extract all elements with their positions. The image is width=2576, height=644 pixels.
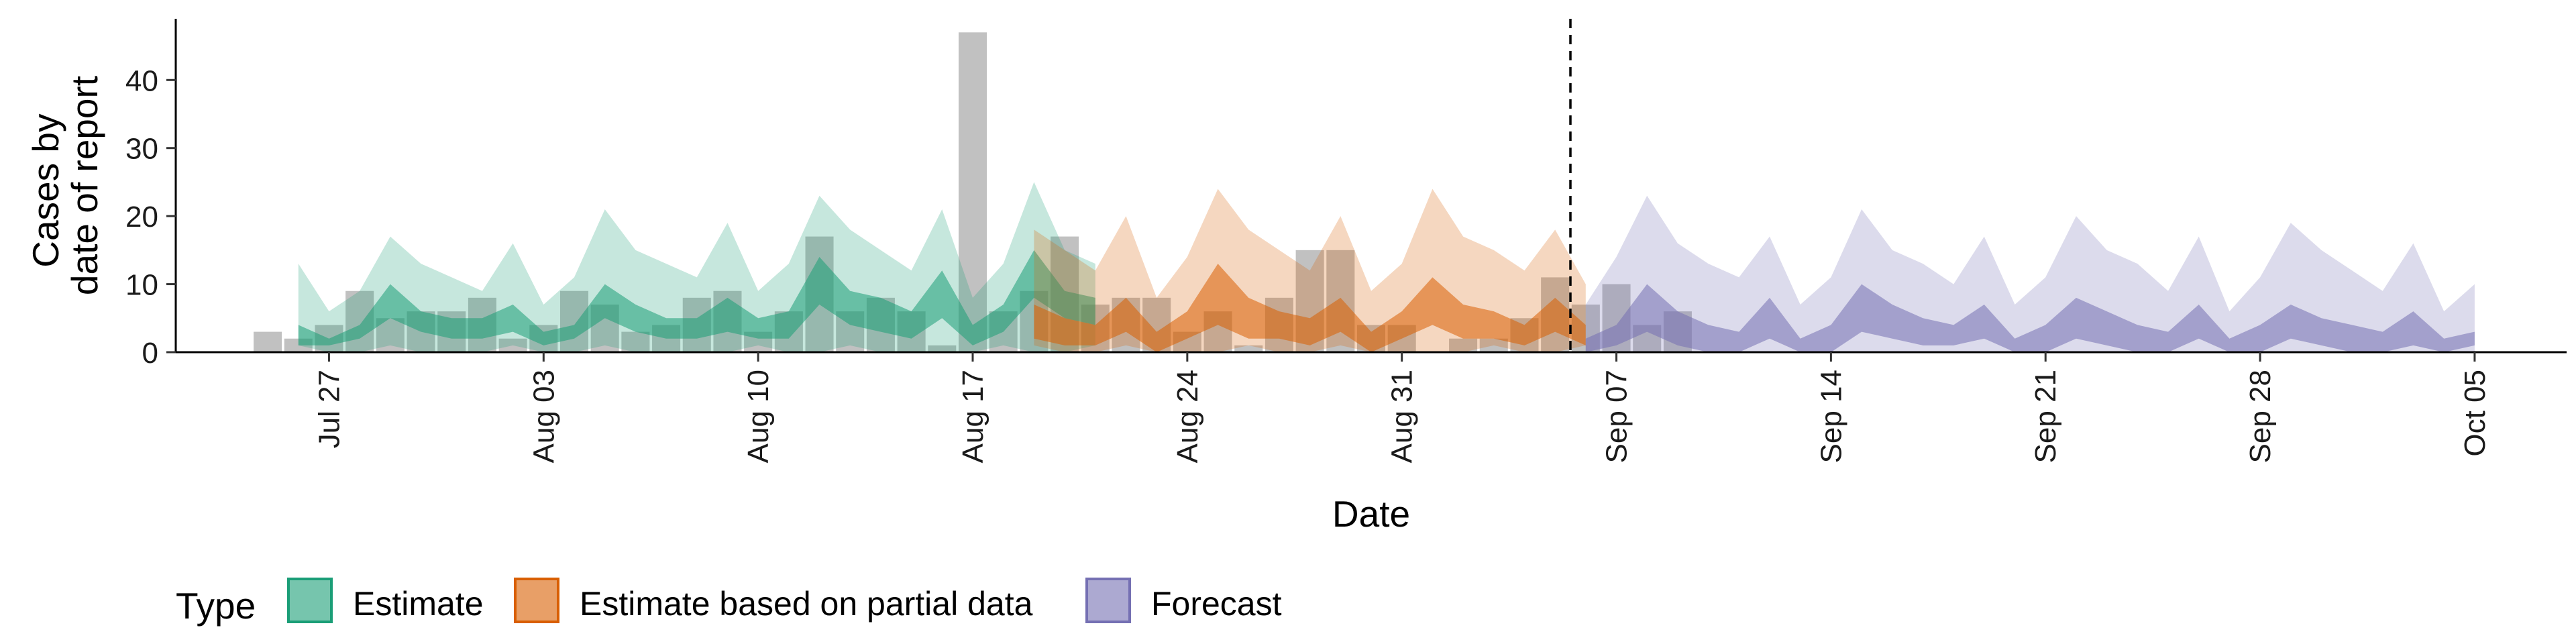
- estimate-based-on-partial-data-50-band: [1034, 264, 1586, 352]
- legend-key-estimate: [287, 578, 333, 623]
- x-tick-label: Jul 27: [313, 370, 345, 448]
- x-tick-label: Aug 17: [957, 370, 989, 463]
- y-tick-label: 10: [125, 269, 158, 302]
- x-tick-label: Aug 10: [742, 370, 775, 463]
- x-axis-title: Date: [1332, 493, 1410, 535]
- x-tick-label: Aug 24: [1171, 370, 1204, 463]
- x-tick-label: Sep 21: [2029, 370, 2062, 463]
- estimate-50-band: [298, 250, 1095, 345]
- reported-cases-bar: [1449, 338, 1478, 352]
- reported-cases-bar: [254, 331, 282, 352]
- estimate-areas: [298, 182, 2475, 352]
- legend-label: Forecast: [1151, 585, 1282, 623]
- x-tick-label: Sep 14: [1815, 370, 1847, 463]
- x-tick-label: Aug 03: [527, 370, 560, 463]
- legend: Type Estimate Estimate based on partial d…: [176, 578, 1282, 627]
- y-tick-label: 0: [142, 337, 158, 370]
- reported-cases-bar: [621, 331, 650, 352]
- reported-cases-bar: [958, 32, 987, 353]
- y-axis-ticks: 0 10 20 30 40: [125, 64, 176, 370]
- reported-cases-bar: [1479, 338, 1508, 352]
- x-tick-label: Sep 07: [1601, 370, 1633, 463]
- reported-cases-bar: [928, 345, 957, 352]
- y-tick-label: 30: [125, 133, 158, 166]
- y-axis-title-line-1: Cases by: [25, 113, 66, 268]
- y-tick-label: 20: [125, 201, 158, 233]
- legend-label: Estimate: [353, 585, 484, 623]
- forecast-90-band: [1585, 195, 2475, 352]
- x-tick-label: Aug 31: [1386, 370, 1419, 463]
- y-tick-label: 40: [125, 64, 158, 97]
- x-tick-label: Sep 28: [2244, 370, 2277, 463]
- forecast-50-band: [1585, 284, 2475, 352]
- legend-title: Type: [176, 585, 256, 627]
- y-axis-title: Cases by date of report: [25, 76, 105, 295]
- legend-label: Estimate based on partial data: [580, 585, 1033, 623]
- reported-cases-bar: [498, 338, 527, 352]
- x-axis-ticks: Jul 27 Aug 03 Aug 10 Aug 17 Aug 24 Aug 31 Sep …: [313, 352, 2491, 463]
- legend-key-partial: [514, 578, 559, 623]
- reported-cases-bar: [1234, 345, 1263, 352]
- x-tick-label: Oct 05: [2459, 370, 2491, 457]
- legend-key-forecast: [1085, 578, 1131, 623]
- y-axis-title-line-2: date of report: [64, 76, 105, 295]
